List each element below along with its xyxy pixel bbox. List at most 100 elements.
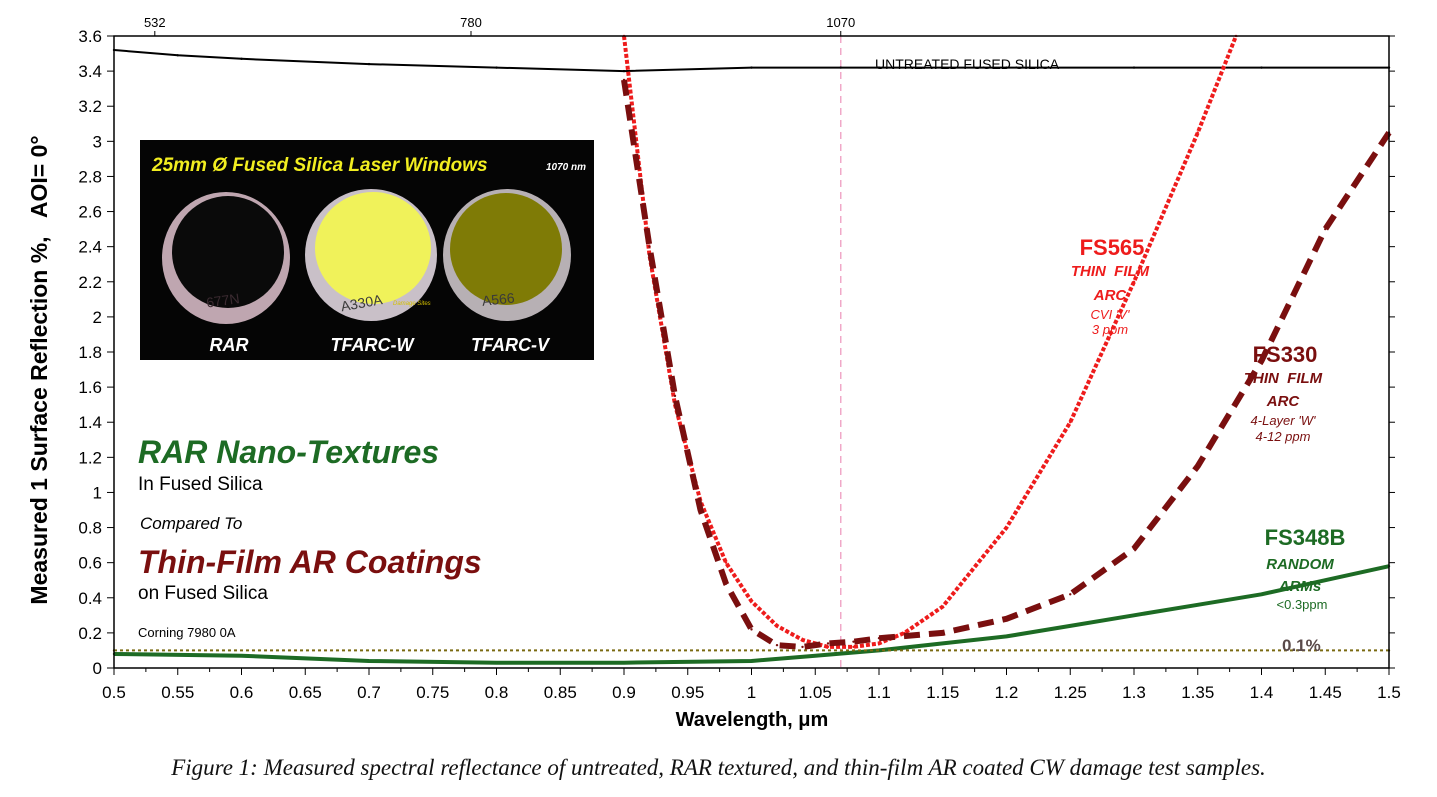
- rar-engraving: 677N: [205, 290, 240, 311]
- x-tick-label-10: 1: [747, 683, 756, 702]
- y-tick-label-1: 0.2: [78, 624, 102, 643]
- x-tick-label-9: 0.95: [671, 683, 704, 702]
- fs348b-title: FS348B: [1265, 525, 1346, 550]
- fs348b-line3: <0.3ppm: [1277, 597, 1328, 612]
- data-point-s2-p13: [1069, 593, 1072, 596]
- data-point-s2-p0: [622, 78, 626, 82]
- fs565-line1: THIN FILM: [1071, 263, 1150, 280]
- x-tick-label-15: 1.25: [1054, 683, 1087, 702]
- thin-film-title: Thin-Film AR Coatings: [138, 544, 482, 580]
- data-point-s1-p16: [1196, 131, 1199, 134]
- inset-wavelength: 1070 nm: [546, 162, 586, 173]
- fs330-title: FS330: [1253, 342, 1318, 367]
- data-point-s0-p7: [839, 66, 842, 69]
- plot-layer: [112, 34, 1392, 668]
- rar-window: 677N: [162, 192, 290, 324]
- data-point-s3-p14: [1324, 579, 1327, 582]
- fs348b-line1: RANDOM: [1266, 556, 1334, 573]
- inset-title: 25mm Ø Fused Silica Laser Windows: [151, 155, 488, 176]
- y-tick-label-13: 2.6: [78, 203, 102, 222]
- y-tick-label-10: 2: [93, 308, 102, 327]
- top-tick-label-2: 1070: [826, 15, 855, 30]
- x-tick-label-13: 1.15: [926, 683, 959, 702]
- x-tick-label-6: 0.8: [485, 683, 509, 702]
- data-point-s1-p14: [1069, 421, 1072, 424]
- y-tick-label-16: 3.2: [78, 97, 102, 116]
- y-tick-label-5: 1: [93, 483, 102, 502]
- x-tick-label-8: 0.9: [612, 683, 636, 702]
- x-tick-label-5: 0.75: [416, 683, 449, 702]
- data-point-s2-p7: [801, 645, 804, 649]
- compared-to: Compared To: [140, 514, 242, 533]
- data-point-s3-p13: [1260, 593, 1263, 596]
- data-point-s3-p11: [1132, 614, 1136, 617]
- data-point-s2-p4: [724, 582, 728, 585]
- x-tick-label-2: 0.6: [230, 683, 254, 702]
- data-point-s0-p11: [1260, 66, 1263, 69]
- damage-sites-label: Damage Sites: [393, 301, 431, 307]
- y-tick-label-11: 2.2: [78, 273, 102, 292]
- tfarc-w-engraving: A330A: [339, 291, 384, 314]
- x-tick-label-20: 1.5: [1377, 683, 1401, 702]
- fs565-title: FS565: [1080, 235, 1145, 260]
- data-point-s0-p10: [1132, 66, 1136, 69]
- y-tick-label-12: 2.4: [78, 238, 102, 257]
- data-point-s2-p10: [877, 636, 881, 640]
- fs565-line2: ARC: [1093, 287, 1128, 304]
- data-point-s1-p9: [852, 645, 855, 649]
- fs348b-line2: ARMs: [1278, 578, 1322, 595]
- data-point-s0-p5: [622, 69, 626, 73]
- data-point-s1-p7: [801, 638, 804, 642]
- x-tick-label-1: 0.55: [161, 683, 194, 702]
- reference-line-label: 0.1%: [1282, 636, 1321, 655]
- y-tick-label-15: 3: [93, 132, 102, 151]
- series-line-fs348b: [113, 564, 1390, 665]
- thin-film-subtitle: on Fused Silica: [138, 583, 268, 604]
- data-point-s1-p8: [826, 645, 830, 649]
- y-tick-label-6: 1.2: [78, 448, 102, 467]
- fs565-annotation: FS565 THIN FILM ARC CVI 'V' 3 ppm: [1071, 235, 1150, 337]
- data-point-s2-p12: [1005, 617, 1008, 621]
- data-point-s3-p10: [1069, 624, 1072, 628]
- x-tick-label-3: 0.65: [289, 683, 322, 702]
- data-point-s0-p1: [176, 54, 179, 57]
- corning-label: Corning 7980 0A: [138, 625, 236, 640]
- data-point-s2-p9: [852, 640, 855, 643]
- data-point-s0-p6: [750, 66, 753, 69]
- data-point-s0-p9: [1005, 66, 1008, 69]
- y-tick-label-17: 3.4: [78, 62, 102, 81]
- inset-label-tfarc-w: TFARC-W: [331, 335, 416, 355]
- inset-photo: 25mm Ø Fused Silica Laser Windows 1070 n…: [140, 140, 594, 360]
- x-tick-label-14: 1.2: [995, 683, 1019, 702]
- rar-subtitle: In Fused Silica: [138, 474, 263, 495]
- x-tick-label-18: 1.4: [1250, 683, 1274, 702]
- data-point-s3-p5: [750, 659, 753, 663]
- data-point-s1-p10: [877, 642, 881, 645]
- x-tick-label-11: 1.05: [799, 683, 832, 702]
- inset-label-rar: RAR: [210, 335, 249, 355]
- x-tick-label-7: 0.85: [544, 683, 577, 702]
- top-tick-label-0: 532: [144, 15, 166, 30]
- data-point-s3-p6: [814, 654, 817, 657]
- series-line-fs565: [622, 35, 1238, 649]
- fs348b-annotation: FS348B RANDOM ARMs <0.3ppm: [1265, 525, 1346, 612]
- data-point-s2-p8: [826, 642, 830, 645]
- data-point-s3-p1: [240, 654, 243, 657]
- reflectance-chart: 0.5 0.55 0.6 0.65 0.7 0.75 0.8 0.85 0.9 0.95 1 1.05…: [26, 15, 1401, 731]
- data-point-s2-p14: [1132, 547, 1136, 550]
- top-tick-label-1: 780: [460, 15, 482, 30]
- data-point-s1-p4: [724, 561, 728, 564]
- figure-caption: Figure 1: Measured spectral reflectance …: [171, 755, 1266, 780]
- data-point-s0-p8: [877, 66, 881, 69]
- y-tick-label-4: 0.8: [78, 519, 102, 538]
- data-point-s1-p12: [941, 605, 944, 608]
- data-point-s0-p3: [367, 62, 371, 66]
- tfarc-v-window: A566: [443, 189, 571, 321]
- data-point-s1-p5: [750, 600, 753, 603]
- axes-layer: 0.5 0.55 0.6 0.65 0.7 0.75 0.8 0.85 0.9 0.95 1 1.05…: [78, 15, 1400, 702]
- inset-label-tfarc-v: TFARC-V: [471, 335, 551, 355]
- data-point-s2-p16: [1260, 359, 1263, 362]
- data-point-s3-p2: [367, 659, 371, 663]
- x-tick-label-16: 1.3: [1122, 683, 1146, 702]
- x-axis-title: Wavelength, μm: [676, 709, 829, 731]
